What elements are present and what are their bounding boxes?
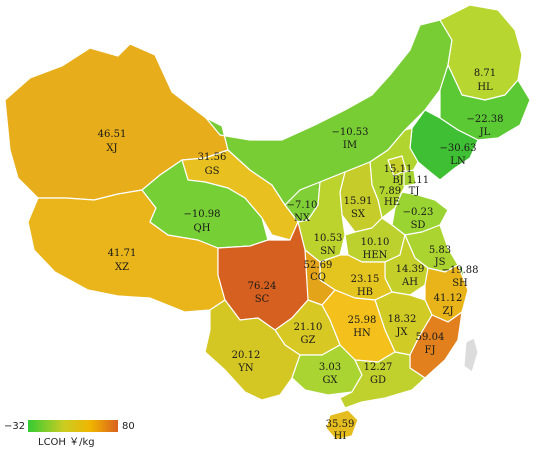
label-value-FJ: 59.04 bbox=[416, 332, 445, 343]
label-code-XJ: XJ bbox=[106, 143, 117, 154]
label-value-XZ: 41.71 bbox=[108, 248, 137, 259]
label-value-GD: 12.27 bbox=[364, 362, 393, 373]
label-value-AH: 14.39 bbox=[396, 264, 425, 275]
label-value-CQ: 52.69 bbox=[304, 260, 333, 271]
label-code-IM: IM bbox=[343, 140, 357, 151]
label-code-YN: YN bbox=[237, 363, 254, 374]
label-code-XZ: XZ bbox=[115, 262, 129, 273]
province-yunnan[interactable] bbox=[204, 299, 301, 401]
label-code-CQ: CQ bbox=[310, 272, 326, 283]
label-value-HE: 7.89 bbox=[379, 186, 401, 197]
label-value-ZJ: 41.12 bbox=[434, 293, 463, 304]
legend: −32 80 LCOH ￥/kg bbox=[4, 420, 135, 448]
province-labels: 46.51 XJ 41.71 XZ 31.56 GS −10.98 QH −10… bbox=[98, 68, 504, 442]
taiwan-region bbox=[463, 337, 479, 373]
label-code-HI: HI bbox=[334, 431, 347, 442]
label-value-SX: 15.91 bbox=[344, 196, 373, 207]
label-code-SD: SD bbox=[411, 220, 426, 231]
label-code-SX: SX bbox=[351, 209, 366, 220]
province-tianjin[interactable] bbox=[403, 169, 417, 187]
label-value-JL: −22.38 bbox=[466, 114, 503, 125]
province-beijing[interactable] bbox=[387, 155, 407, 177]
label-value-HL: 8.71 bbox=[474, 68, 496, 79]
label-code-LN: LN bbox=[450, 156, 466, 167]
label-code-JX: JX bbox=[395, 327, 408, 338]
legend-min-label: −32 bbox=[4, 421, 25, 432]
province-guangdong[interactable] bbox=[339, 351, 426, 409]
legend-title: LCOH ￥/kg bbox=[38, 437, 95, 448]
label-value-HN: 25.98 bbox=[348, 315, 377, 326]
label-value-SD: −0.23 bbox=[403, 207, 434, 218]
label-code-TJ: TJ bbox=[409, 186, 420, 197]
label-code-GD: GD bbox=[370, 375, 386, 386]
label-code-GX: GX bbox=[322, 375, 338, 386]
label-value-HB: 23.15 bbox=[351, 274, 380, 285]
label-code-HB: HB bbox=[357, 287, 373, 298]
label-code-AH: AH bbox=[401, 277, 418, 288]
label-value-SN: 10.53 bbox=[314, 233, 343, 244]
label-value-HI: 35.59 bbox=[326, 419, 355, 430]
province-fujian[interactable] bbox=[409, 311, 463, 379]
label-code-JL: JL bbox=[479, 127, 491, 138]
label-value-YN: 20.12 bbox=[232, 350, 261, 361]
label-value-IM: −10.53 bbox=[331, 127, 368, 138]
label-value-SH: −19.88 bbox=[441, 265, 478, 276]
label-code-ZJ: ZJ bbox=[443, 306, 454, 317]
legend-max-label: 80 bbox=[122, 421, 135, 432]
label-value-GX: 3.03 bbox=[319, 362, 341, 373]
label-code-HE: HE bbox=[384, 197, 400, 208]
label-value-JS: 5.83 bbox=[429, 245, 451, 256]
label-value-LN: −30.63 bbox=[439, 143, 476, 154]
label-code-QH: QH bbox=[194, 223, 211, 234]
label-code-GS: GS bbox=[205, 166, 220, 177]
label-code-HEN: HEN bbox=[363, 250, 388, 261]
label-value-QH: −10.98 bbox=[183, 209, 220, 220]
label-code-FJ: FJ bbox=[425, 345, 436, 356]
label-value-SC: 76.24 bbox=[248, 281, 277, 292]
label-value-XJ: 46.51 bbox=[98, 129, 127, 140]
label-code-JS: JS bbox=[434, 257, 446, 268]
label-value-NX: −7.10 bbox=[287, 200, 318, 211]
label-code-HL: HL bbox=[477, 82, 493, 93]
label-value-TJ: 1.11 bbox=[407, 175, 429, 186]
label-value-BJ: 15.11 bbox=[384, 164, 413, 175]
label-code-GZ: GZ bbox=[301, 335, 316, 346]
label-value-HEN: 10.10 bbox=[361, 237, 390, 248]
province-hainan[interactable] bbox=[325, 409, 359, 441]
label-value-GS: 31.56 bbox=[198, 152, 227, 163]
label-value-GZ: 21.10 bbox=[294, 322, 323, 333]
legend-colorbar bbox=[28, 420, 118, 432]
label-code-HN: HN bbox=[353, 328, 371, 339]
label-code-NX: NX bbox=[294, 213, 311, 224]
label-code-SC: SC bbox=[255, 294, 270, 305]
label-code-BJ: BJ bbox=[392, 175, 403, 186]
label-code-SH: SH bbox=[452, 278, 468, 289]
label-value-JX: 18.32 bbox=[388, 314, 417, 325]
label-code-SN: SN bbox=[320, 246, 336, 257]
province-qinghai[interactable] bbox=[141, 159, 269, 249]
